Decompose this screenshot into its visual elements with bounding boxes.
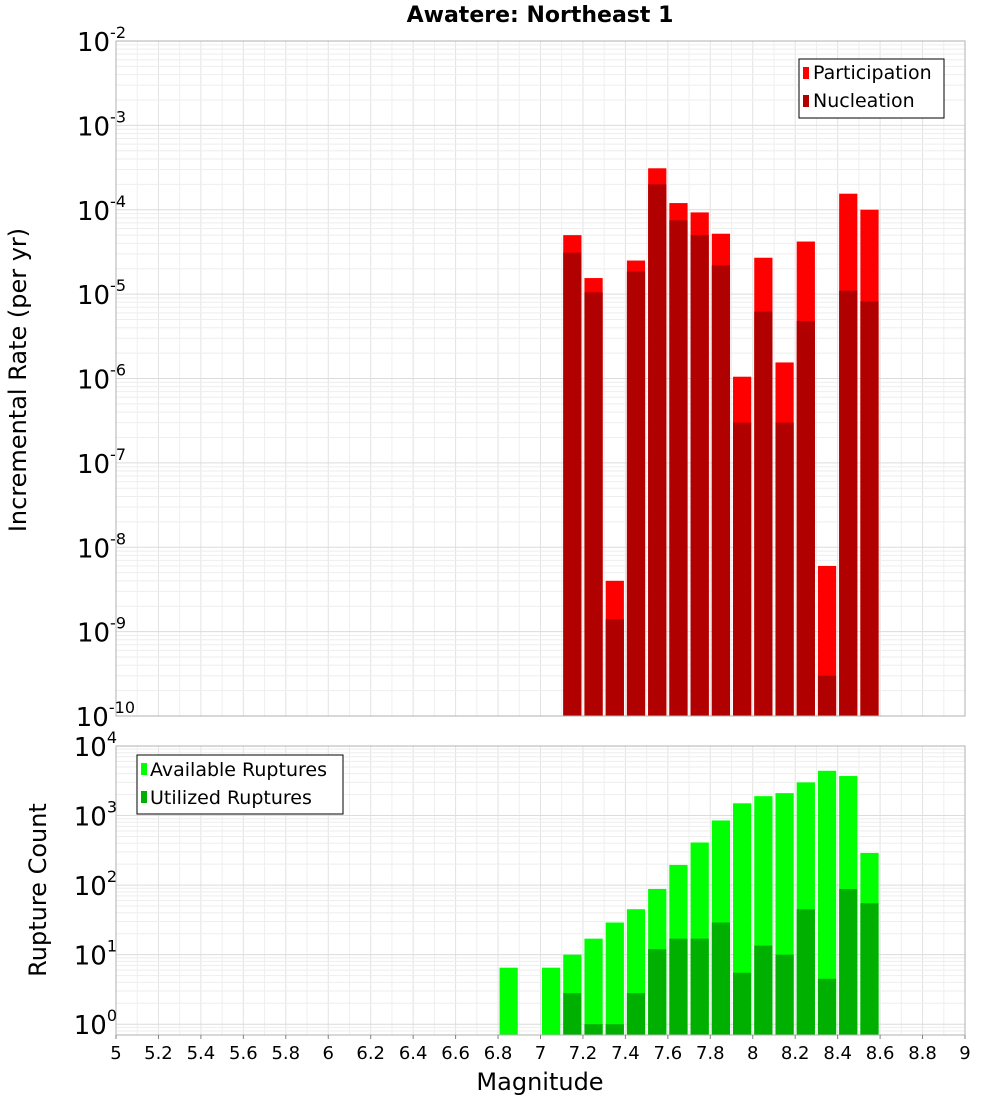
bar-utilized-ruptures	[563, 993, 582, 1035]
top-y-ticks: 10-10 10-9 10-8 10-7 10-6 10-5 10-4 10-3 10-2	[76, 23, 135, 733]
legend-label-available-ruptures: Available Ruptures	[150, 759, 327, 781]
top-bars	[563, 168, 879, 717]
x-ticks: 5 5.2 5.4 5.6 5.8 6 6.2 6.4 6.6 6.8 7 7.2 7.4 7.6 7.8 8…	[110, 1035, 971, 1064]
bar-nucleation	[733, 422, 752, 716]
bar-utilized-ruptures	[605, 1024, 624, 1035]
chart-title: Awatere: Northeast 1	[407, 3, 674, 28]
bar-nucleation	[563, 252, 582, 716]
y-tick-label: 103	[74, 798, 117, 833]
bar-available-ruptures	[817, 770, 837, 1035]
y-tick-label: 102	[74, 867, 117, 902]
bar-nucleation	[669, 220, 688, 717]
bar-utilized-ruptures	[711, 922, 731, 1035]
x-tick-label: 6.6	[441, 1043, 470, 1064]
bar-nucleation	[690, 235, 709, 716]
x-tick-label: 5.8	[271, 1043, 300, 1064]
x-tick-label: 8.2	[781, 1043, 810, 1064]
bar-utilized-ruptures	[648, 949, 667, 1035]
x-tick-label: 9	[959, 1043, 970, 1064]
legend-swatch-utilized-ruptures	[141, 791, 147, 803]
bar-nucleation	[648, 184, 667, 717]
bar-utilized-ruptures	[733, 972, 752, 1035]
legend-label-nucleation: Nucleation	[813, 90, 915, 112]
bar-nucleation	[605, 619, 624, 716]
y-tick-label: 10-3	[77, 107, 126, 142]
bar-nucleation	[817, 675, 837, 716]
y-tick-label: 10-7	[77, 445, 126, 480]
top-y-axis-label: Incremental Rate (per yr)	[4, 228, 32, 532]
x-tick-label: 6.8	[484, 1043, 513, 1064]
y-tick-label: 10-10	[76, 698, 135, 733]
y-tick-label: 10-8	[77, 529, 126, 564]
x-tick-label: 8.6	[866, 1043, 895, 1064]
top-legend: Participation Nucleation	[798, 58, 945, 119]
x-tick-label: 7	[535, 1043, 546, 1064]
bar-utilized-ruptures	[754, 945, 773, 1035]
y-tick-label: 104	[74, 728, 117, 763]
x-tick-label: 7.6	[654, 1043, 683, 1064]
bottom-y-ticks: 100 101 102 103 104	[74, 728, 117, 1041]
bottom-legend-box	[136, 754, 344, 815]
x-tick-label: 5.6	[229, 1043, 258, 1064]
x-tick-label: 8.4	[823, 1043, 852, 1064]
x-tick-label: 5.4	[187, 1043, 216, 1064]
x-tick-label: 7.8	[696, 1043, 725, 1064]
top-grid	[115, 40, 966, 717]
y-tick-label: 10-9	[77, 614, 126, 649]
y-tick-label: 100	[74, 1006, 117, 1041]
x-tick-label: 8.8	[908, 1043, 937, 1064]
bar-utilized-ruptures	[775, 954, 794, 1035]
bar-utilized-ruptures	[626, 993, 646, 1035]
bar-utilized-ruptures	[690, 938, 709, 1035]
bottom-y-axis-label: Rupture Count	[24, 803, 52, 977]
top-legend-box	[798, 58, 945, 119]
legend-swatch-participation	[803, 67, 809, 79]
legend-swatch-available-ruptures	[141, 763, 147, 775]
bottom-grid	[115, 745, 966, 1036]
bar-nucleation	[839, 290, 858, 716]
y-tick-label: 10-6	[77, 361, 126, 396]
legend-label-participation: Participation	[813, 62, 932, 84]
bar-utilized-ruptures	[669, 938, 688, 1035]
bar-nucleation	[775, 422, 794, 716]
bar-utilized-ruptures	[584, 1024, 603, 1035]
legend-label-utilized-ruptures: Utilized Ruptures	[150, 787, 312, 809]
bottom-legend: Available Ruptures Utilized Ruptures	[136, 754, 344, 815]
bar-nucleation	[754, 311, 773, 716]
bar-nucleation	[626, 271, 646, 716]
x-tick-label: 7.4	[611, 1043, 640, 1064]
x-tick-label: 5	[110, 1043, 121, 1064]
bar-nucleation	[711, 265, 731, 716]
x-tick-label: 6	[323, 1043, 334, 1064]
bar-available-ruptures	[605, 922, 624, 1035]
rupture-count-panel: 100 101 102 103 104 5 5.2 5.4 5.6 5.8 6 6.2 6.4 6.6 6…	[24, 728, 971, 1096]
y-tick-label: 10-2	[77, 23, 126, 58]
bar-utilized-ruptures	[860, 903, 879, 1035]
bottom-bars	[499, 770, 879, 1035]
x-axis-label: Magnitude	[476, 1068, 603, 1096]
y-tick-label: 10-5	[77, 276, 126, 311]
bar-utilized-ruptures	[839, 888, 858, 1035]
x-tick-label: 5.2	[144, 1043, 173, 1064]
bar-available-ruptures	[499, 967, 518, 1035]
legend-swatch-nucleation	[803, 95, 809, 107]
top-plot-frame	[115, 40, 966, 717]
x-tick-label: 6.2	[356, 1043, 385, 1064]
x-tick-label: 7.2	[569, 1043, 598, 1064]
x-tick-label: 8	[747, 1043, 758, 1064]
y-tick-label: 101	[74, 937, 117, 972]
incremental-rate-panel: 10-10 10-9 10-8 10-7 10-6 10-5 10-4 10-3 10-2 In…	[4, 23, 966, 733]
bar-nucleation	[584, 292, 603, 716]
bar-utilized-ruptures	[817, 978, 837, 1035]
y-tick-label: 10-4	[77, 192, 126, 227]
x-tick-label: 6.4	[399, 1043, 428, 1064]
bar-utilized-ruptures	[796, 909, 815, 1035]
bar-available-ruptures	[542, 967, 561, 1035]
bar-available-ruptures	[584, 938, 603, 1035]
bar-nucleation	[860, 301, 879, 716]
bar-nucleation	[796, 321, 815, 716]
